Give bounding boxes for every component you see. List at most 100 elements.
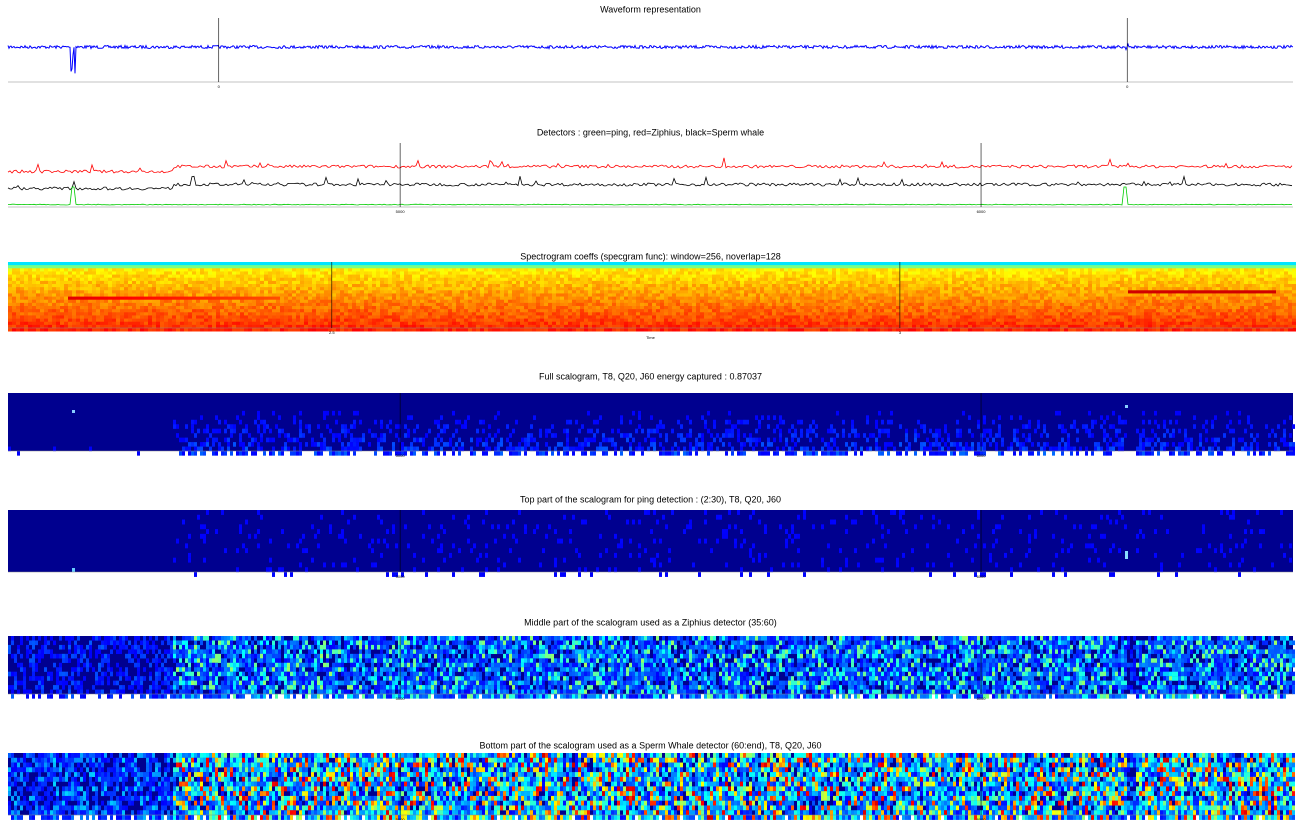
spectrogram-cell (628, 274, 632, 279)
spectrogram-cell (572, 299, 576, 304)
spectrogram-cell (196, 318, 200, 323)
spectrogram-cell (200, 309, 204, 313)
spectrogram-cell (396, 306, 400, 310)
spectrogram-cell (828, 262, 832, 266)
spectrogram-cell (20, 268, 24, 272)
spectrogram-cell (480, 321, 484, 326)
spectrogram-cell (464, 328, 468, 332)
spectrogram-cell (452, 287, 456, 291)
spectrogram-cell (16, 306, 20, 310)
spectrogram-cell (452, 268, 456, 272)
spectrogram-cell (496, 265, 500, 269)
spectrogram-cell (740, 265, 744, 269)
spectrogram-cell (104, 306, 108, 310)
spectrogram-cell (908, 293, 912, 297)
spectrogram-cell (872, 318, 876, 323)
spectrogram-cell (644, 299, 648, 304)
spectrogram-cell (176, 268, 180, 272)
spectrogram-cell (684, 328, 688, 332)
spectrogram-cell (588, 271, 592, 275)
spectrogram-cell (244, 318, 248, 323)
spectrogram-cell (560, 271, 564, 275)
spectrogram-cell (708, 324, 712, 329)
spectrogram-cell (888, 324, 892, 329)
spectrogram-cell (248, 296, 252, 301)
spectrogram-cell (724, 277, 728, 282)
spectrogram-cell (700, 309, 704, 313)
spectrogram-cell (580, 312, 584, 316)
spectrogram-cell (372, 321, 376, 326)
spectrogram-cell (40, 280, 44, 285)
spectrogram-cell (300, 312, 304, 316)
spectrogram-cell (644, 274, 648, 279)
spectrogram-cell (676, 265, 680, 269)
spectrogram-cell (84, 296, 88, 301)
spectrogram-cell (136, 280, 140, 285)
spectrogram-cell (16, 318, 20, 323)
spectrogram-cell (792, 324, 796, 329)
spectrogram-cell (632, 312, 636, 316)
spectrogram-cell (904, 296, 908, 301)
spectrogram-cell (636, 277, 640, 282)
spectrogram-cell (248, 268, 252, 272)
spectrogram-cell (156, 306, 160, 310)
spectrogram-cell (636, 324, 640, 329)
spectrogram-cell (204, 321, 208, 326)
spectrogram-cell (152, 315, 156, 319)
spectrogram-cell (212, 287, 216, 291)
spectrogram-cell (620, 302, 624, 307)
spectrogram-cell (540, 328, 544, 332)
spectrogram-cell (636, 312, 640, 316)
spectrogram-cell (788, 315, 792, 319)
spectrogram-cell (480, 318, 484, 323)
spectrogram-cell (844, 293, 848, 297)
spectrogram-cell (508, 287, 512, 291)
spectrogram-cell (280, 274, 284, 279)
spectrogram-cell (340, 262, 344, 266)
spectrogram-cell (84, 290, 88, 294)
spectrogram-cell (844, 268, 848, 272)
spectrogram-cell (660, 277, 664, 282)
spectrogram-cell (32, 296, 36, 301)
spectrogram-cell (700, 324, 704, 329)
spectrogram-cell (812, 312, 816, 316)
panel-title: Detectors : green=ping, red=Ziphius, bla… (537, 127, 764, 137)
spectrogram-cell (268, 309, 272, 313)
spectrogram-cell (524, 318, 528, 323)
spectrogram-cell (568, 309, 572, 313)
spectrogram-cell (188, 280, 192, 285)
spectrogram-cell (684, 274, 688, 279)
spectrogram-cell (732, 268, 736, 272)
spectrogram-cell (580, 284, 584, 288)
spectrogram-cell (620, 299, 624, 304)
spectrogram-cell (336, 274, 340, 279)
spectrogram-cell (76, 318, 80, 323)
spectrogram-cell (132, 268, 136, 272)
spectrogram-cell (736, 268, 740, 272)
spectrogram-cell (880, 318, 884, 323)
spectrogram-cell (156, 296, 160, 301)
spectrogram-cell (132, 290, 136, 294)
spectrogram-cell (660, 280, 664, 285)
spectrogram-cell (20, 290, 24, 294)
spectrogram-cell (444, 271, 448, 275)
spectrogram-cell (76, 315, 80, 319)
spectrogram-cell (428, 287, 432, 291)
spectrogram-cell (872, 312, 876, 316)
spectrogram-cell (536, 274, 540, 279)
spectrogram-cell (12, 284, 16, 288)
spectrogram-cell (252, 318, 256, 323)
spectrogram-cell (452, 293, 456, 297)
spectrogram-cell (880, 315, 884, 319)
spectrogram-cell (748, 287, 752, 291)
spectrogram-cell (716, 328, 720, 332)
spectrogram-cell (740, 296, 744, 301)
spectrogram-cell (444, 324, 448, 329)
spectrogram-cell (48, 290, 52, 294)
spectrogram-cell (360, 293, 364, 297)
spectrogram-cell (292, 309, 296, 313)
spectrogram-cell (696, 296, 700, 301)
spectrogram-cell (112, 315, 116, 319)
spectrogram-cell (44, 309, 48, 313)
spectrogram-cell (320, 315, 324, 319)
